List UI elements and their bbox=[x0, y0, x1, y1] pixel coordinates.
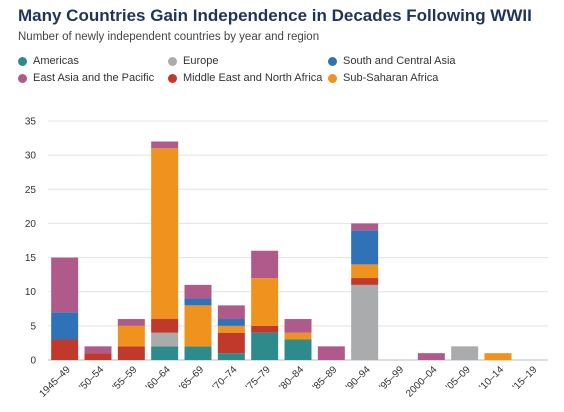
legend-swatch bbox=[328, 56, 337, 66]
bar-segment bbox=[284, 319, 312, 333]
x-tick-label: '80–84 bbox=[277, 364, 306, 393]
bar-segment bbox=[351, 264, 379, 279]
bar-segment bbox=[284, 339, 312, 360]
x-tick-label: '55–59 bbox=[111, 364, 140, 393]
x-tick-label: '50–54 bbox=[77, 364, 106, 393]
legend-item: Europe bbox=[168, 55, 328, 67]
legend-label: Americas bbox=[33, 55, 79, 67]
legend-item: Middle East and North Africa bbox=[168, 72, 328, 84]
bar-segment bbox=[151, 141, 179, 149]
legend-item: Sub-Saharan Africa bbox=[328, 72, 478, 84]
chart-title: Many Countries Gain Independence in Deca… bbox=[18, 6, 532, 25]
legend-swatch bbox=[168, 56, 177, 66]
bar-segment bbox=[117, 346, 145, 360]
y-tick-label: 30 bbox=[25, 151, 37, 162]
legend-label: Middle East and North Africa bbox=[183, 72, 323, 84]
bar-segment bbox=[451, 346, 479, 360]
y-tick-label: 10 bbox=[25, 287, 37, 298]
bar-segment bbox=[84, 353, 112, 360]
y-tick-label: 15 bbox=[25, 253, 37, 264]
bar-segment bbox=[351, 278, 379, 285]
bar-segment bbox=[317, 346, 345, 360]
bar-segment bbox=[284, 332, 312, 340]
legend-label: South and Central Asia bbox=[343, 55, 456, 67]
legend-label: East Asia and the Pacific bbox=[33, 72, 155, 84]
x-tick-label: '15–19 bbox=[511, 364, 540, 393]
y-tick-label: 35 bbox=[25, 117, 37, 128]
y-tick-label: 25 bbox=[25, 185, 37, 196]
legend-item: East Asia and the Pacific bbox=[18, 72, 168, 84]
x-tick-label: '95–99 bbox=[377, 364, 406, 393]
bar-segment bbox=[217, 332, 245, 354]
bar-segment bbox=[217, 305, 245, 320]
y-tick-label: 0 bbox=[30, 356, 36, 367]
legend-label: Sub-Saharan Africa bbox=[343, 72, 439, 84]
bar-segment bbox=[217, 353, 245, 360]
bar-segment bbox=[251, 278, 279, 326]
bar-segment bbox=[417, 353, 445, 360]
x-tick-label: '90–94 bbox=[344, 364, 373, 393]
legend-swatch bbox=[18, 56, 27, 66]
bar-segment bbox=[117, 325, 145, 347]
bar-segment bbox=[251, 325, 279, 333]
bar-segment bbox=[151, 148, 179, 320]
bar-segment bbox=[151, 332, 179, 347]
bar-segment bbox=[184, 346, 212, 360]
bar-segment bbox=[217, 319, 245, 326]
x-tick-label: '65–69 bbox=[177, 364, 206, 393]
x-tick-label: '10–14 bbox=[477, 364, 506, 393]
y-tick-label: 20 bbox=[25, 219, 37, 230]
legend-label: Europe bbox=[183, 55, 219, 67]
bar-segment bbox=[351, 223, 379, 231]
bar-segment bbox=[151, 319, 179, 333]
legend-swatch bbox=[328, 73, 337, 83]
legend-item: South and Central Asia bbox=[328, 55, 478, 67]
bar-segment bbox=[184, 298, 212, 306]
chart-legend: Americas Europe South and Central Asia East… bbox=[18, 55, 478, 84]
chart-subtitle: Number of newly independent countries by… bbox=[18, 31, 320, 43]
bar-segment bbox=[51, 312, 79, 340]
legend-swatch bbox=[168, 73, 177, 83]
bar-segment bbox=[51, 339, 79, 360]
legend-swatch bbox=[18, 73, 27, 83]
x-tick-label: '70–74 bbox=[211, 364, 240, 393]
x-tick-label: '60–64 bbox=[144, 364, 173, 393]
x-tick-label: 2000–04 bbox=[404, 364, 440, 400]
bar-segment bbox=[217, 325, 245, 333]
bar-segment bbox=[84, 346, 112, 354]
bar-segment bbox=[251, 250, 279, 279]
bar-segment bbox=[151, 346, 179, 360]
bar-segment bbox=[51, 257, 79, 313]
x-tick-label: 1945–49 bbox=[37, 364, 73, 400]
x-tick-label: '75–79 bbox=[244, 364, 273, 393]
bar-segment bbox=[251, 332, 279, 360]
bar-segment bbox=[117, 319, 145, 326]
bar-segment bbox=[351, 284, 379, 360]
y-tick-label: 5 bbox=[30, 321, 36, 332]
bar-segment bbox=[351, 230, 379, 265]
bar-segment bbox=[184, 284, 212, 299]
x-tick-label: '05–09 bbox=[444, 364, 473, 393]
bar-segment bbox=[484, 353, 512, 360]
x-tick-label: '85–89 bbox=[311, 364, 340, 393]
bar-segment bbox=[184, 305, 212, 347]
legend-item: Americas bbox=[18, 55, 168, 67]
